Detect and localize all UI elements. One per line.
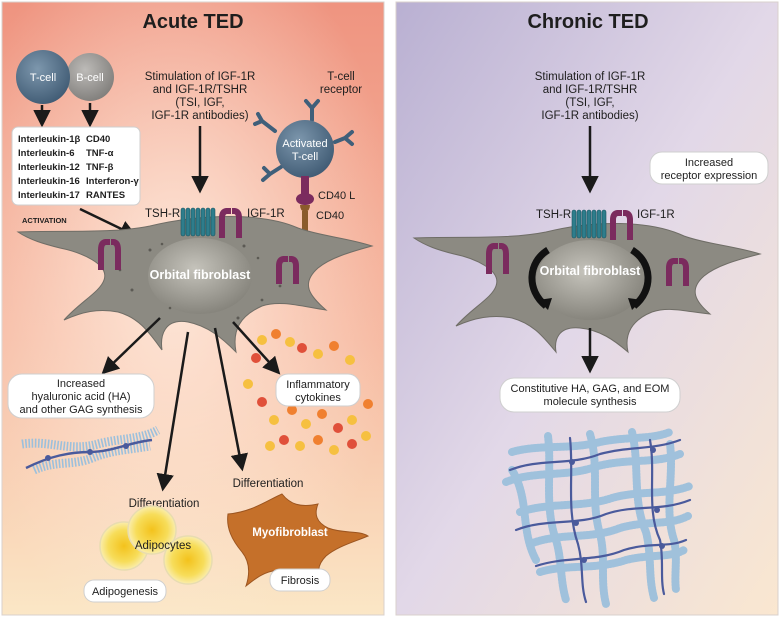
tcell-receptor-label-2: receptor <box>320 84 362 96</box>
synthesis-box <box>499 377 681 413</box>
tcell-label: T-cell <box>30 72 56 84</box>
cytokine-right-1: CD40 <box>86 134 110 145</box>
gag-molecule-icon <box>21 425 161 475</box>
activation-label: ACTIVATION <box>22 216 67 225</box>
myofibroblast-label: Myofibroblast <box>252 527 328 539</box>
adipocytes-label: Adipocytes <box>135 540 192 552</box>
arrow-to-adipocytes <box>156 331 190 492</box>
differentiation-label-2: Differentiation <box>233 478 304 490</box>
arrow-to-cytokines <box>232 321 281 375</box>
chronic-igf1r-label: IGF-1R <box>637 209 675 221</box>
acute-stimulation-text: Stimulation of IGF-1R and IGF-1R/TSHR (T… <box>145 71 256 122</box>
inflammatory-box <box>275 373 361 407</box>
receptor-expression-line-1: Increased <box>685 157 733 169</box>
cytokine-box <box>11 126 141 206</box>
fibrosis-label: Fibrosis <box>281 575 320 587</box>
cd40-label: CD40 <box>316 210 344 222</box>
cytokine-right-4: Interferon-γ <box>86 176 140 187</box>
chronic-tshr-label: TSH-R <box>536 209 571 221</box>
chronic-fibroblast-icon <box>412 223 762 354</box>
ecm-matrix-icon <box>502 428 694 608</box>
receptor-expression-box <box>649 151 769 185</box>
chronic-stim-line-1: Stimulation of IGF-1R <box>535 71 646 83</box>
arrow-to-myofibroblast <box>213 327 248 472</box>
cytokine-left-4: Interleukin-16 <box>18 176 80 187</box>
acute-stim-line-1: Stimulation of IGF-1R <box>145 71 256 83</box>
acute-igf1r-label: IGF-1R <box>247 208 285 220</box>
activated-tcell-label-2: T-cell <box>292 151 318 163</box>
chronic-fibroblast-label: Orbital fibroblast <box>540 264 642 278</box>
acute-title: Acute TED <box>142 11 243 33</box>
chronic-tshr-icon <box>571 209 607 239</box>
chronic-stim-line-2: and IGF-1R/TSHR <box>543 84 638 96</box>
chronic-nucleus <box>536 240 644 320</box>
adipocytes-icon <box>99 505 213 585</box>
ha-box-line-1: Increased <box>57 378 105 390</box>
cytokine-left-5: Interleukin-17 <box>18 190 80 201</box>
cytokine-list-right: CD40 TNF-α TNF-β Interferon-γ RANTES <box>86 134 140 201</box>
cytokine-dots <box>243 329 373 455</box>
acute-stim-line-4: IGF-1R antibodies) <box>151 110 248 122</box>
chronic-igf1r-icon <box>610 210 633 240</box>
inflammatory-box-line-1: Inflammatory <box>286 379 350 391</box>
synthesis-box-line-1: Constitutive HA, GAG, and EOM <box>511 383 670 395</box>
ha-box-line-3: and other GAG synthesis <box>20 404 143 416</box>
adipogenesis-label: Adipogenesis <box>92 586 159 598</box>
tcell-icon: T-cell <box>16 50 70 104</box>
acute-nucleus <box>148 238 252 314</box>
chronic-stim-line-3: (TSI, IGF, <box>565 97 614 109</box>
ha-box-line-2: hyaluronic acid (HA) <box>31 391 130 403</box>
synthesis-box-line-2: molecule synthesis <box>544 396 637 408</box>
receptor-expression-line-2: receptor expression <box>661 170 758 182</box>
cd40-receptor-icon <box>300 205 310 233</box>
acute-igf1r-side-left-icon <box>98 239 121 270</box>
adipogenesis-box <box>83 579 167 603</box>
ha-box <box>7 373 155 419</box>
cd40l-stalk <box>301 176 309 196</box>
tcell-receptor-label-1: T-cell <box>327 71 354 83</box>
acute-igf1r-side-right-icon <box>276 256 299 284</box>
fibrosis-box <box>269 568 331 592</box>
cytokine-right-2: TNF-α <box>86 148 114 159</box>
chronic-stim-line-4: IGF-1R antibodies) <box>541 110 638 122</box>
arrow-to-ha <box>101 317 161 375</box>
chronic-title: Chronic TED <box>527 11 648 33</box>
acute-igf1r-icon <box>219 208 242 238</box>
acute-tshr-label: TSH-R <box>145 208 180 220</box>
cd40l-label: CD40 L <box>318 190 355 202</box>
cytokine-right-3: TNF-β <box>86 162 114 173</box>
chronic-panel: Chronic TED Stimulation of IGF-1R and IG… <box>395 1 779 616</box>
bcell-icon: B-cell <box>66 53 114 101</box>
bcell-label: B-cell <box>76 72 104 84</box>
cytokine-right-5: RANTES <box>86 190 125 201</box>
chronic-igf1r-side-left-icon <box>486 243 509 274</box>
inflammatory-box-line-2: cytokines <box>295 392 341 404</box>
cytokine-left-3: Interleukin-12 <box>18 162 80 173</box>
cytokine-left-1: Interleukin-1β <box>18 134 80 145</box>
acute-stim-line-2: and IGF-1R/TSHR <box>153 84 248 96</box>
cytokine-left-2: Interleukin-6 <box>18 148 75 159</box>
acute-fibroblast-label: Orbital fibroblast <box>150 268 252 282</box>
cytokine-list-left: Interleukin-1β Interleukin-6 Interleukin… <box>18 134 80 201</box>
activated-tcell-label-1: Activated <box>282 138 327 150</box>
acute-fibroblast-icon <box>16 216 374 354</box>
acute-tshr-icon <box>180 207 216 237</box>
acute-panel: Acute TED B-cell T-cell Interleukin-1β I… <box>1 1 385 616</box>
myofibroblast-icon <box>227 493 370 588</box>
acute-stim-line-3: (TSI, IGF, <box>175 97 224 109</box>
chronic-stimulation-text: Stimulation of IGF-1R and IGF-1R/TSHR (T… <box>535 71 646 122</box>
activated-tcell-icon: Activated T-cell <box>253 99 354 205</box>
differentiation-label-1: Differentiation <box>129 498 200 510</box>
chronic-igf1r-side-right-icon <box>666 258 689 286</box>
